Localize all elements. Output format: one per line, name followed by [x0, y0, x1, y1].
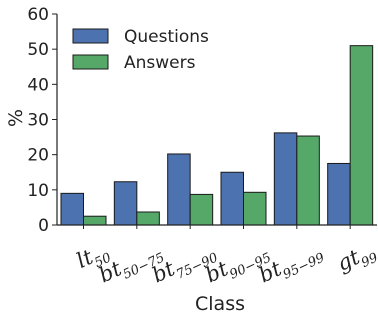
y-ticks-group: 0 10 20 30 40 50 60: [27, 5, 57, 236]
y-tick-label: 50: [27, 40, 49, 60]
x-axis-title: Class: [195, 293, 245, 315]
y-axis-title: %: [5, 109, 27, 127]
bar-answers-3: [243, 191, 267, 226]
bar-answers-2: [189, 193, 214, 226]
y-tick-label: 20: [27, 146, 49, 166]
bars-group: [60, 45, 374, 226]
y-tick-label: 40: [27, 75, 49, 95]
y-tick-label: 0: [38, 216, 49, 236]
bar-questions-5: [327, 162, 351, 226]
bar-questions-4: [273, 132, 298, 226]
x-category-label: bt95−99: [255, 238, 327, 292]
bar-answers-5: [349, 45, 374, 226]
bar-questions-3: [220, 171, 244, 226]
legend: Questions Answers: [72, 27, 209, 73]
x-category-label: gt99: [333, 238, 378, 281]
bar-questions-0: [60, 192, 84, 226]
x-category-sub: 50: [92, 250, 113, 271]
legend-swatch-answers: [72, 54, 109, 70]
y-tick-label: 30: [27, 111, 49, 131]
bar-questions-2: [167, 153, 191, 226]
legend-label-questions: Questions: [124, 27, 209, 47]
x-category-sub: 95−99: [281, 250, 327, 282]
y-tick-label: 60: [27, 5, 49, 25]
y-tick-label: 10: [27, 181, 49, 201]
bar-answers-0: [83, 215, 107, 226]
legend-label-answers: Answers: [124, 53, 196, 73]
bar-answers-4: [296, 135, 320, 226]
bar-questions-1: [113, 181, 138, 226]
legend-swatch-questions: [72, 28, 109, 44]
x-category-sub: 99: [359, 250, 378, 271]
bar-answers-1: [136, 211, 160, 226]
x-category-main: gt: [333, 245, 363, 276]
